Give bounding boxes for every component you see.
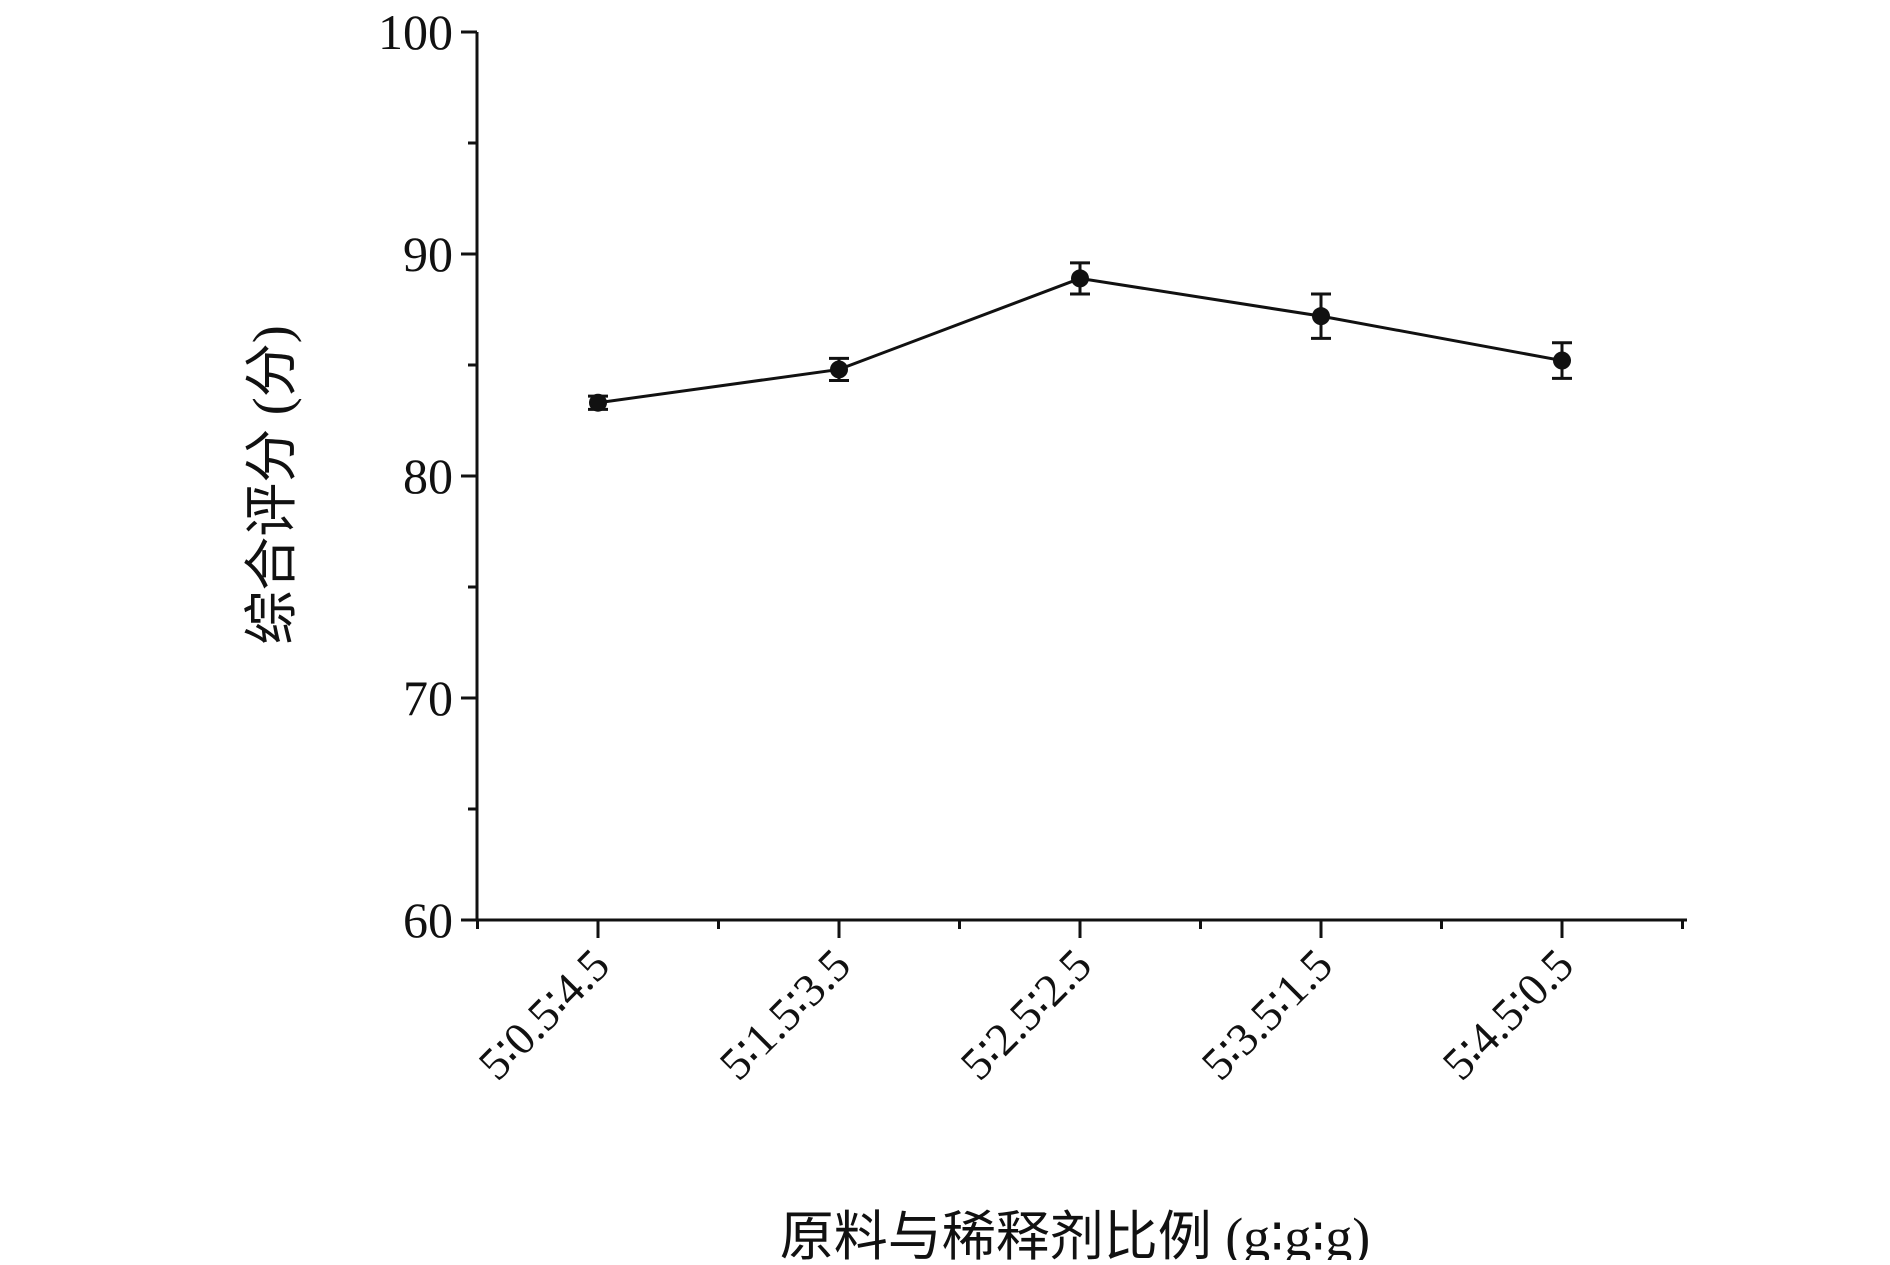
series-layer — [588, 261, 1572, 412]
x-axis-title: 原料与稀释剂比例 (g∶g∶g) — [780, 1207, 1371, 1260]
x-tick-label: 5∶1.5∶3.5 — [709, 939, 860, 1090]
data-point — [589, 393, 607, 412]
data-point — [1553, 351, 1571, 370]
y-tick-label: 100 — [378, 4, 453, 60]
y-tick-label: 90 — [403, 226, 453, 282]
axes — [461, 30, 1687, 938]
x-tick-label: 5∶3.5∶1.5 — [1191, 939, 1342, 1090]
x-tick-label: 5∶4.5∶0.5 — [1432, 939, 1583, 1090]
data-point — [1312, 307, 1330, 326]
y-axis-title: 综合评分 (分) — [242, 325, 302, 644]
x-tick-label: 5∶0.5∶4.5 — [468, 939, 619, 1090]
data-point — [1071, 269, 1089, 288]
y-tick-label: 80 — [403, 448, 453, 504]
series-line — [597, 276, 1563, 405]
x-tick-label: 5∶2.5∶2.5 — [950, 939, 1101, 1090]
y-tick-label: 70 — [403, 670, 453, 726]
labels-layer: 60 70 80 90 100 5∶0.5∶4.5 5∶1.5∶3.5 5∶2.5∶2.5 5∶… — [378, 4, 1583, 1090]
data-point — [830, 360, 848, 379]
y-tick-label: 60 — [403, 892, 453, 948]
